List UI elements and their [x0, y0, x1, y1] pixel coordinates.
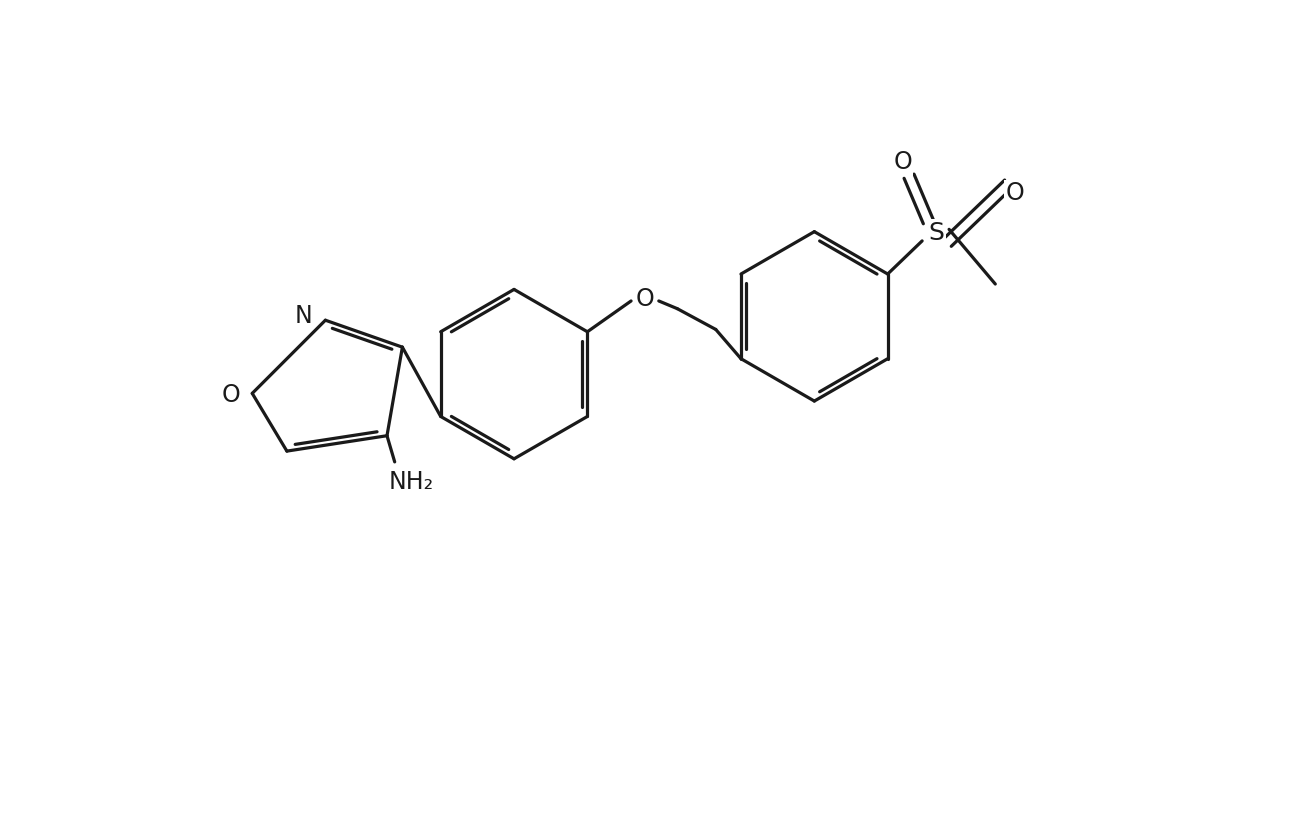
Text: O: O: [221, 383, 240, 407]
Text: O: O: [1005, 182, 1024, 205]
Text: N: N: [294, 304, 313, 328]
Text: O: O: [636, 287, 654, 312]
Text: S: S: [928, 221, 943, 245]
Text: O: O: [894, 151, 912, 174]
Text: NH₂: NH₂: [389, 470, 434, 494]
